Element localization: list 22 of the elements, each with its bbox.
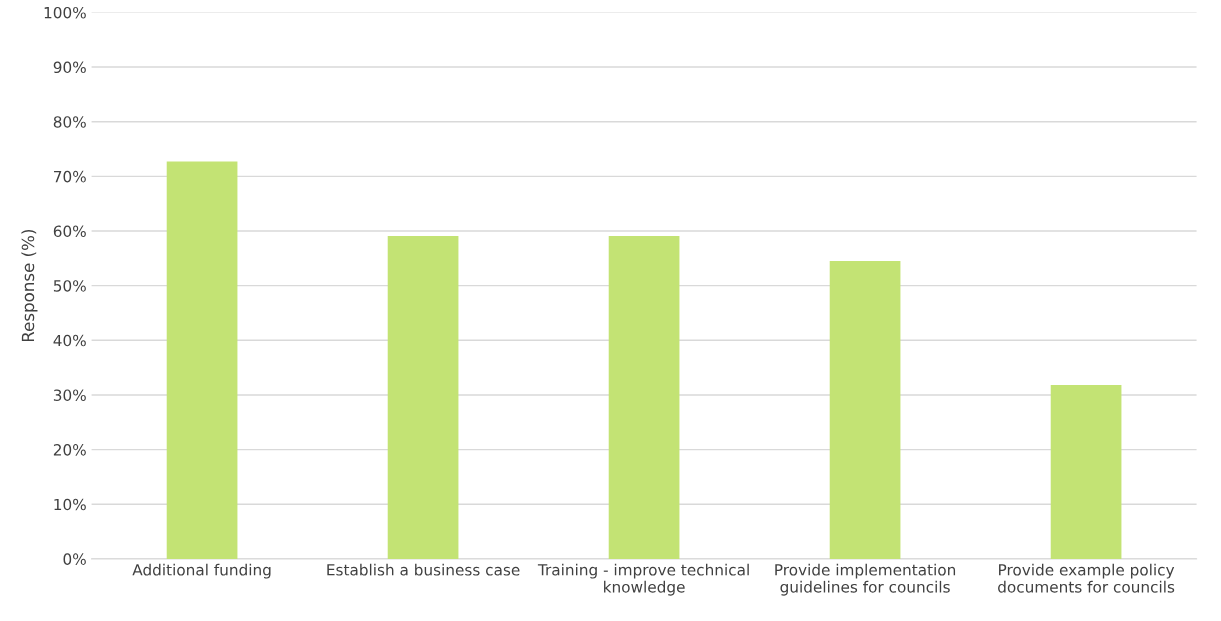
y-tick-label: 0% (63, 553, 86, 565)
y-tick-label: 90% (53, 61, 86, 74)
bar (166, 161, 238, 559)
y-tick-label: 50% (53, 280, 86, 292)
x-tick-label: Training - improve technical knowledge (537, 563, 749, 596)
y-tick-label: 100% (44, 6, 86, 19)
y-tick-label: 70% (54, 170, 86, 183)
x-tick-label: Establish a business case (327, 563, 520, 576)
y-tick-label: 80% (53, 116, 86, 128)
y-axis-title: Response (%) (21, 230, 38, 342)
y-tick-label: 40% (53, 334, 86, 347)
bar (608, 235, 680, 559)
y-tick-label: 10% (54, 498, 86, 511)
bar (1050, 385, 1122, 559)
y-tick-label: 30% (53, 389, 86, 401)
y-tick-label: 60% (53, 225, 86, 238)
bar (387, 235, 459, 559)
x-tick-label: Provide implementation guidelines for councils (775, 563, 956, 596)
x-tick-label: Provide example policy documents for councils (998, 563, 1175, 593)
y-tick-label: 20% (53, 444, 86, 456)
x-tick-label: Additional funding (132, 563, 271, 579)
bar (829, 261, 901, 559)
